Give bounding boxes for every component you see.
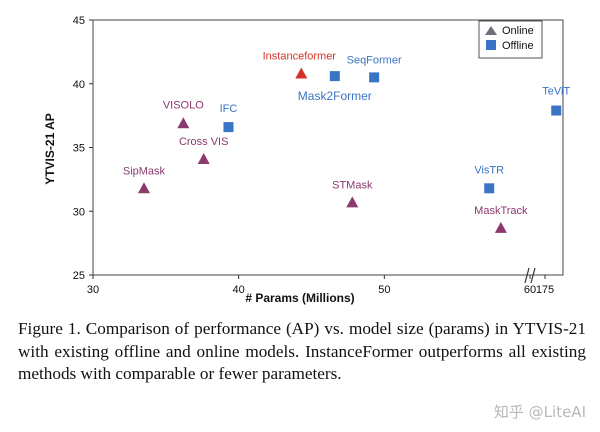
point-ifc xyxy=(223,122,234,133)
x-tick-label: 60 xyxy=(524,284,536,296)
y-tick-label: 30 xyxy=(73,206,85,218)
point-visolo xyxy=(177,117,190,129)
figure-caption: Figure 1. Comparison of performance (AP)… xyxy=(18,319,586,383)
point-label: Mask2Former xyxy=(298,89,372,103)
point-label: STMask xyxy=(332,179,373,191)
y-tick-label: 40 xyxy=(73,79,85,91)
point-sipmask xyxy=(137,182,150,194)
point-cross-vis xyxy=(197,152,210,164)
point-mask2former xyxy=(329,71,340,82)
point-instanceformer xyxy=(295,67,308,79)
point-label: VISOLO xyxy=(163,99,204,111)
x-tick-label: 30 xyxy=(87,284,99,296)
legend-triangle-icon xyxy=(485,26,497,35)
point-label: SipMask xyxy=(123,165,166,177)
point-masktrack xyxy=(494,221,507,233)
point-label: Cross VIS xyxy=(179,136,229,148)
legend-box xyxy=(478,20,543,59)
legend-offline-label: Offline xyxy=(502,40,534,52)
x-tick-label: 40 xyxy=(233,284,245,296)
point-label: TeViT xyxy=(542,86,570,98)
plot-area xyxy=(92,19,564,276)
point-seqformer xyxy=(369,72,380,83)
x-axis-label: # Params (Millions) xyxy=(245,291,354,305)
scatter-chart: YTVIS-21 AP # Params (Millions) 45 40 35 30… xyxy=(43,15,570,305)
legend-online-label: Online xyxy=(502,25,534,37)
watermark: 知乎 @LiteAI xyxy=(493,403,586,421)
data-marks: Instanceformer VISOLO Cross VIS SipMask STMa… xyxy=(123,51,570,233)
point-tevit xyxy=(551,105,562,116)
y-tick-label: 25 xyxy=(73,270,85,282)
point-stmask xyxy=(346,196,359,208)
point-label: SeqFormer xyxy=(347,54,402,66)
y-axis-label: YTVIS-21 AP xyxy=(43,113,57,185)
y-tick-label: 35 xyxy=(73,143,85,155)
x-tick-label: 175 xyxy=(536,284,554,296)
x-axis-break xyxy=(524,267,536,284)
legend-square-icon xyxy=(486,40,496,50)
point-vistr xyxy=(484,183,495,194)
point-label: VisTR xyxy=(474,164,504,176)
point-label: IFC xyxy=(220,103,238,115)
point-label: MaskTrack xyxy=(474,205,528,217)
y-tick-label: 45 xyxy=(73,15,85,27)
x-tick-label: 50 xyxy=(378,284,390,296)
legend: Online Offline xyxy=(478,20,543,59)
point-label: Instanceformer xyxy=(263,51,337,63)
